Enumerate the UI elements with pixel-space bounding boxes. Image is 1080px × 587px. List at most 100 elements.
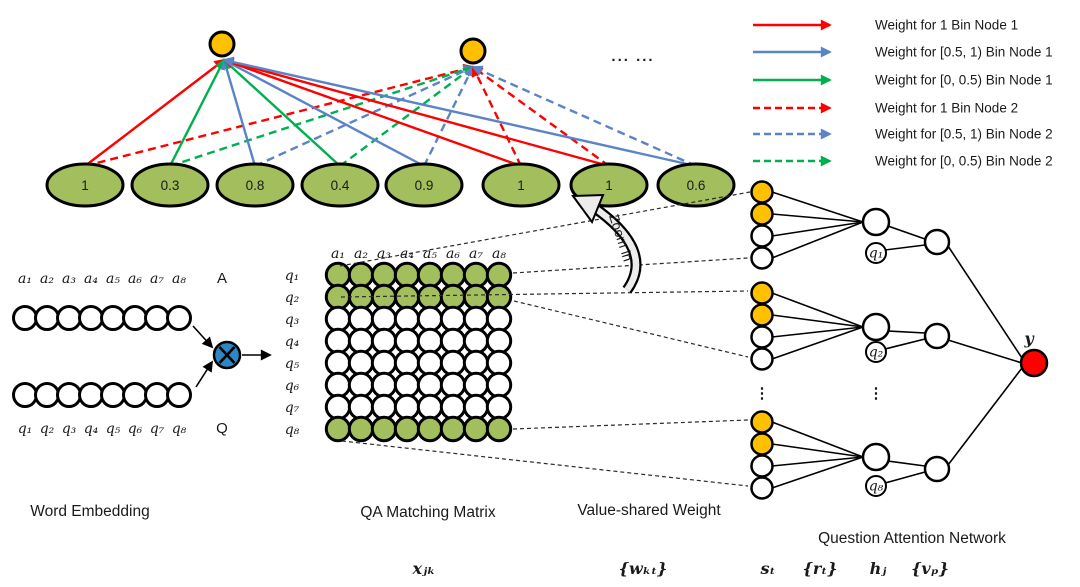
answer-embedding-node (166, 305, 192, 331)
matrix-cell (324, 283, 352, 311)
output-label: y (1023, 329, 1035, 348)
matrix-cell (485, 371, 513, 399)
matrix-cell (393, 305, 421, 333)
matrix-cell (393, 371, 421, 399)
matrix-cell (393, 349, 421, 377)
bin-node (656, 162, 736, 208)
matrix-col-label: a₈ (492, 246, 506, 262)
word-embedding-caption: Word Embedding (30, 503, 149, 520)
output-node (1019, 348, 1049, 378)
weight-edge-node1 (221, 58, 257, 167)
matrix-to-weight-connector (513, 300, 749, 358)
matrix-to-weight-connector (340, 290, 749, 298)
value-shared-weight-node (750, 432, 774, 456)
bin-node-value: 1 (605, 178, 613, 193)
bin-node-value: 0.3 (161, 178, 180, 193)
answer-embedding-node (122, 305, 148, 331)
question-token-label: q₄ (84, 421, 99, 437)
matrix-row-label: q₃ (285, 312, 300, 328)
value-shared-weight-node (750, 303, 774, 327)
value-shared-weight-node (750, 281, 774, 305)
embedding-arrow (192, 325, 214, 349)
legend-label: Weight for [0.5, 1) Bin Node 2 (875, 127, 1053, 142)
bin-node (300, 162, 380, 208)
bin-node-value: 1 (517, 178, 525, 193)
weight-edge-node2 (339, 65, 475, 167)
value-shared-weight-node (750, 476, 774, 500)
answer-embedding-node (78, 305, 104, 331)
question-token-label: q₇ (150, 421, 165, 437)
matrix-cell (347, 393, 375, 421)
matrix-col-label: a₂ (354, 246, 368, 262)
weight-edge-node2 (169, 64, 475, 168)
attention-pooling-node (923, 455, 951, 483)
bin-node-value: 0.9 (415, 178, 434, 193)
bin-node-value: 0.8 (246, 178, 265, 193)
zoom-arrow-head (571, 193, 605, 225)
matrix-cell (462, 415, 490, 443)
matrix-cell (416, 305, 444, 333)
question-embedding-node (56, 382, 82, 408)
matrix-cell (347, 349, 375, 377)
dashed-connectors (339, 191, 751, 487)
legend-label: Weight for [0, 0.5) Bin Node 1 (875, 73, 1053, 88)
matrix-cell (439, 393, 467, 421)
matrix-row-label: q₅ (285, 356, 300, 372)
matrix-row-label: q₆ (285, 378, 300, 394)
attention-hidden-node (861, 442, 891, 472)
value-shared-weight-caption: Value-shared Weight (577, 502, 721, 519)
matrix-cell (485, 283, 513, 311)
weight-edge-node2 (84, 63, 475, 168)
value-shared-weight-node (750, 325, 774, 349)
answer-token-label: a₅ (106, 271, 120, 287)
matrix-cell (439, 305, 467, 333)
matrix-cell (462, 371, 490, 399)
embedding-arrow (195, 360, 213, 388)
legend-label: Weight for [0.5, 1) Bin Node 1 (875, 45, 1053, 60)
matrix-col-label: a₇ (469, 246, 483, 262)
matrix-cell (462, 327, 490, 355)
matrix-symbol: xⱼₖ (412, 559, 436, 578)
s-to-h-edge (771, 191, 864, 223)
matrix-cell (324, 327, 352, 355)
matrix-cell (324, 349, 352, 377)
question-embedding-node (78, 382, 104, 408)
v-to-y-edge (947, 245, 1023, 359)
matrix-cell (485, 305, 513, 333)
bin-node (215, 162, 295, 208)
weight-edge-node2 (254, 65, 475, 168)
weight-edge-node2 (471, 65, 523, 167)
attention-pooling-node (923, 322, 951, 350)
legend-label: Weight for 1 Bin Node 1 (875, 18, 1018, 33)
weight-symbol: {wₖₜ} (619, 559, 668, 578)
matrix-cell (347, 305, 375, 333)
matrix-cell (324, 305, 352, 333)
attention-question-node-label: q₈ (869, 479, 884, 495)
matrix-col-label: a₃ (377, 246, 391, 262)
h-to-v-edge (887, 225, 926, 240)
h-column-ellipsis: ⋮ (869, 385, 884, 402)
s-to-h-edge (771, 326, 864, 360)
legend-label: Weight for [0, 0.5) Bin Node 2 (875, 154, 1053, 169)
matrix-cell (393, 261, 421, 289)
matrix-col-label: a₅ (423, 246, 437, 262)
bin-node-value: 0.6 (687, 178, 706, 193)
matrix-cell (485, 393, 513, 421)
answer-token-label: a₂ (40, 271, 54, 287)
matrix-to-weight-connector (512, 257, 749, 274)
matrix-cell (347, 415, 375, 443)
question-token-label: q₂ (40, 421, 55, 437)
matrix-cell (439, 261, 467, 289)
weight-edge-node2 (422, 65, 475, 167)
s-symbol: sₜ (760, 559, 776, 578)
attention-hidden-node (861, 207, 891, 237)
s-to-h-edge (771, 221, 864, 237)
r-symbol: {rₜ} (803, 559, 838, 578)
matrix-cell (370, 283, 398, 311)
matrix-row-label: q₈ (285, 422, 300, 438)
matrix-col-label: a₄ (400, 246, 414, 262)
matrix-cell (393, 415, 421, 443)
top-bin-node-1 (208, 30, 236, 58)
matrix-cell (416, 415, 444, 443)
